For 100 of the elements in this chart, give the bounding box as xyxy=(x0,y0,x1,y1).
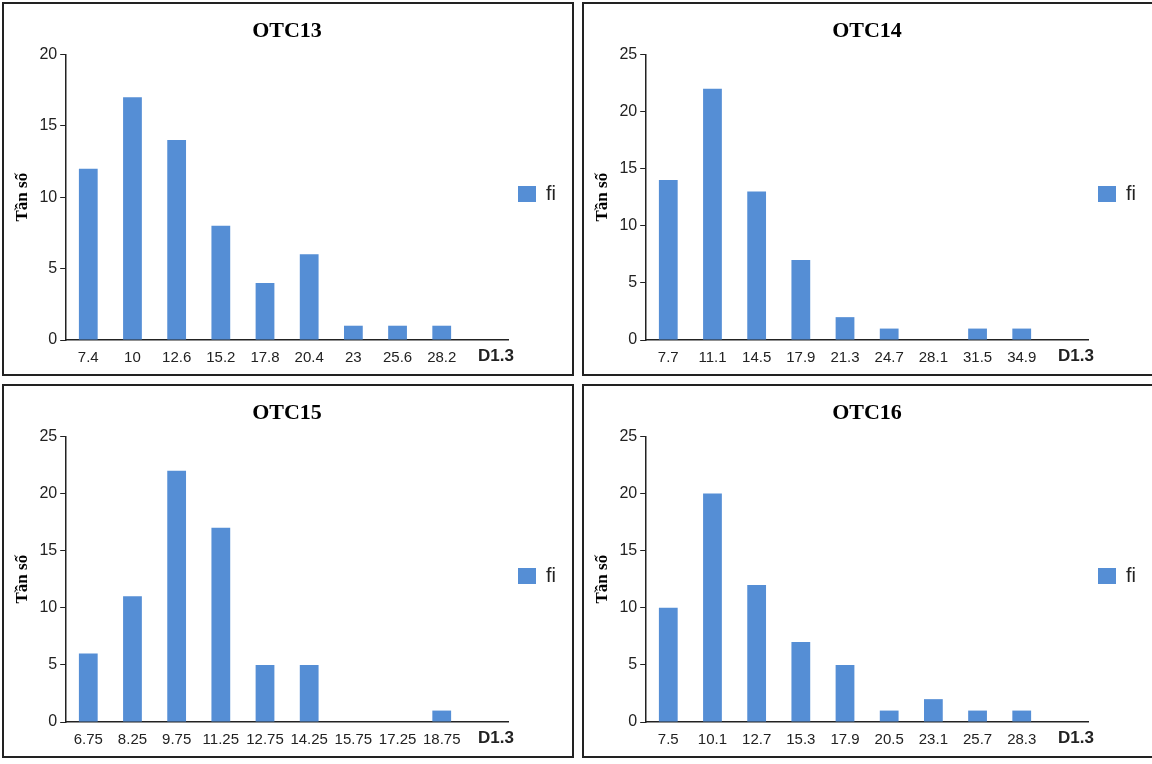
y-tick-label: 25 xyxy=(619,44,638,62)
bar xyxy=(432,325,452,340)
bar xyxy=(703,88,722,340)
bar xyxy=(211,527,231,722)
x-tick-label: 23 xyxy=(345,348,362,366)
y-tick-label: 10 xyxy=(39,187,58,205)
chart-title: OTC16 xyxy=(832,398,902,424)
bar xyxy=(835,317,855,340)
y-tick-label: 10 xyxy=(619,216,638,234)
bar xyxy=(968,710,987,722)
bar xyxy=(747,191,767,340)
x-tick-label: 11.1 xyxy=(698,348,727,366)
x-tick-label: 23.1 xyxy=(918,730,948,748)
bar xyxy=(968,328,987,340)
y-tick-label: 20 xyxy=(39,483,58,501)
bar xyxy=(658,180,678,340)
bar xyxy=(879,328,899,340)
x-tick-label: 8.25 xyxy=(117,730,148,748)
x-tick-label: 6.75 xyxy=(73,730,103,748)
bar xyxy=(123,596,142,722)
y-tick-label: 0 xyxy=(48,712,58,730)
bar xyxy=(78,168,98,340)
y-tick-label: 5 xyxy=(628,655,638,673)
bar xyxy=(1012,328,1032,340)
x-tick-label: 17.8 xyxy=(250,348,280,366)
y-axis-title: Tần số xyxy=(11,554,31,604)
legend-label: fi xyxy=(1126,181,1136,204)
x-tick-label: 20.5 xyxy=(874,730,904,748)
y-tick-label: 5 xyxy=(48,655,58,673)
bar xyxy=(747,584,767,722)
legend-label: fi xyxy=(1126,563,1136,586)
bar xyxy=(123,97,142,340)
x-tick-label: 7.7 xyxy=(657,348,679,366)
chart-title: OTC14 xyxy=(832,16,902,42)
x-tick-label: 25.7 xyxy=(962,730,993,748)
x-tick-label: 25.6 xyxy=(382,348,413,366)
y-tick-label: 15 xyxy=(39,116,58,134)
x-tick-label: 7.4 xyxy=(77,348,99,366)
bar xyxy=(255,664,275,722)
y-tick-label: 0 xyxy=(628,712,638,730)
y-axis-title: Tần số xyxy=(591,554,611,604)
y-tick-label: 15 xyxy=(39,541,58,559)
x-tick-label: 9.75 xyxy=(162,730,192,748)
x-tick-label: 17.9 xyxy=(786,348,816,366)
x-tick-label: 20.4 xyxy=(294,348,324,366)
x-tick-label: 17.25 xyxy=(378,730,417,748)
x-tick-label: 28.3 xyxy=(1007,730,1037,748)
bar xyxy=(432,710,452,722)
x-tick-label: 17.9 xyxy=(830,730,860,748)
x-tick-label: 24.7 xyxy=(874,348,904,366)
bar xyxy=(211,225,231,340)
bar xyxy=(167,470,187,722)
x-axis-title: D1.3 xyxy=(478,728,514,748)
legend-label: fi xyxy=(546,181,556,204)
x-axis-title: D1.3 xyxy=(1058,346,1094,366)
y-tick-label: 25 xyxy=(39,426,58,444)
x-tick-label: 12.7 xyxy=(742,730,772,748)
y-tick-label: 5 xyxy=(48,259,58,277)
bar xyxy=(299,254,319,340)
x-tick-label: 28.2 xyxy=(427,348,457,366)
x-tick-label: 31.5 xyxy=(962,348,993,366)
bar xyxy=(835,664,855,722)
x-tick-label: 34.9 xyxy=(1007,348,1037,366)
x-axis-title: D1.3 xyxy=(478,346,514,366)
x-tick-label: 21.3 xyxy=(830,348,860,366)
x-tick-label: 7.5 xyxy=(657,730,679,748)
bar xyxy=(923,699,943,722)
y-tick-label: 0 xyxy=(48,330,58,348)
y-tick-label: 20 xyxy=(39,44,58,62)
y-tick-label: 25 xyxy=(619,426,638,444)
bar xyxy=(879,710,899,722)
x-tick-label: 11.25 xyxy=(202,730,240,748)
x-tick-label: 15.2 xyxy=(206,348,236,366)
bar xyxy=(1012,710,1032,722)
bar xyxy=(78,653,98,722)
y-tick-label: 5 xyxy=(628,273,638,291)
y-axis-title: Tần số xyxy=(591,172,611,222)
bar xyxy=(167,140,187,340)
x-tick-label: 14.5 xyxy=(742,348,772,366)
bar xyxy=(343,325,363,340)
x-axis-title: D1.3 xyxy=(1058,728,1094,748)
bar xyxy=(255,282,275,340)
x-tick-label: 14.25 xyxy=(290,730,328,748)
bar xyxy=(299,664,319,722)
bar xyxy=(703,493,722,722)
y-tick-label: 10 xyxy=(39,598,58,616)
bar xyxy=(791,260,811,340)
bar xyxy=(791,642,811,722)
chart-title: OTC13 xyxy=(252,16,322,42)
x-tick-label: 12.75 xyxy=(246,730,284,748)
bar xyxy=(658,607,678,722)
y-tick-label: 20 xyxy=(619,483,638,501)
x-tick-label: 10 xyxy=(124,348,141,366)
x-tick-label: 28.1 xyxy=(918,348,948,366)
x-tick-label: 10.1 xyxy=(697,730,728,748)
y-tick-label: 15 xyxy=(619,159,638,177)
x-tick-label: 18.75 xyxy=(422,730,461,748)
x-tick-label: 15.3 xyxy=(786,730,816,748)
y-tick-label: 0 xyxy=(628,330,638,348)
y-tick-label: 20 xyxy=(619,101,638,119)
